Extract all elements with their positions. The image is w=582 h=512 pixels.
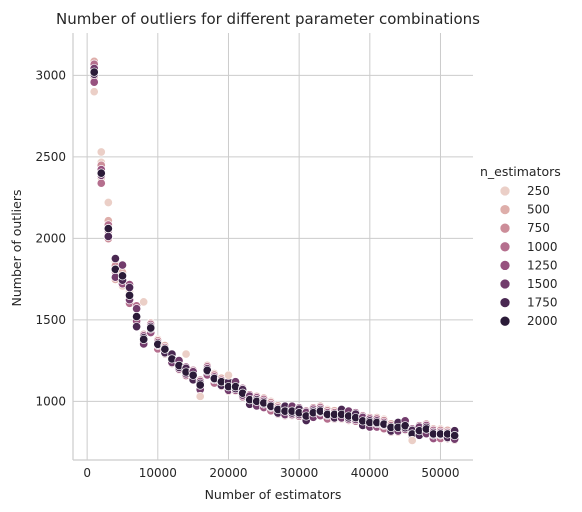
grid-lines <box>73 33 473 460</box>
legend-title: n_estimators <box>480 164 561 179</box>
chart-title: Number of outliers for different paramet… <box>56 10 480 28</box>
data-point <box>146 323 156 333</box>
data-point <box>195 391 205 401</box>
data-point <box>89 87 99 97</box>
y-axis-label: Number of outliers <box>9 190 24 307</box>
legend-label: 1250 <box>527 258 558 272</box>
data-point <box>117 271 128 281</box>
data-point <box>195 380 205 390</box>
legend-marker <box>499 315 511 327</box>
legend-marker <box>499 222 511 234</box>
legend: n_estimators 250 500 750 1000 1250 1500 1750 20… <box>480 164 561 328</box>
legend-label: 1000 <box>527 240 558 254</box>
legend-marker <box>499 297 511 308</box>
legend-marker <box>499 241 511 253</box>
x-tick-label: 20000 <box>209 466 247 480</box>
data-point <box>132 312 142 322</box>
x-axis-label: Number of estimators <box>205 487 342 502</box>
data-point <box>160 344 170 354</box>
data-point <box>96 178 106 188</box>
data-points <box>89 56 460 445</box>
x-tick-label: 40000 <box>351 466 389 480</box>
legend-marker <box>499 278 511 290</box>
legend-label: 250 <box>527 184 550 198</box>
legend-label: 750 <box>527 221 550 235</box>
x-tick-label: 0 <box>83 466 91 480</box>
data-point <box>188 370 198 380</box>
y-tick-label: 1500 <box>35 313 66 327</box>
data-point <box>96 147 106 157</box>
legend-label: 1750 <box>527 296 558 310</box>
data-point <box>103 224 113 234</box>
data-point <box>139 297 149 307</box>
data-point <box>110 254 120 264</box>
data-point <box>181 349 191 359</box>
legend-label: 500 <box>527 203 550 217</box>
data-point <box>124 282 135 293</box>
legend-marker <box>499 204 511 215</box>
data-point <box>223 370 234 380</box>
data-point <box>117 260 128 270</box>
axes <box>72 33 473 461</box>
legend-label: 1500 <box>527 277 558 291</box>
y-tick-label: 3000 <box>35 68 66 82</box>
legend-marker <box>499 185 511 197</box>
data-point <box>89 67 99 77</box>
data-point <box>139 334 149 344</box>
y-tick-label: 2000 <box>35 231 66 245</box>
x-tick-label: 10000 <box>139 466 177 480</box>
data-point <box>132 322 142 332</box>
legend-marker <box>499 260 511 271</box>
data-point <box>103 197 113 208</box>
data-point <box>124 290 135 300</box>
data-point <box>96 168 106 178</box>
data-point <box>407 435 417 445</box>
data-point <box>89 77 99 87</box>
tick-labels: 0 10000 20000 30000 40000 50000 1000 1500 2000 25… <box>35 68 459 480</box>
y-tick-label: 2500 <box>35 150 66 164</box>
data-point <box>450 431 460 441</box>
data-point <box>103 231 113 242</box>
x-tick-label: 50000 <box>421 466 459 480</box>
data-point <box>132 304 142 314</box>
legend-label: 2000 <box>527 314 558 328</box>
x-tick-label: 30000 <box>280 466 318 480</box>
y-tick-label: 1000 <box>35 394 66 408</box>
